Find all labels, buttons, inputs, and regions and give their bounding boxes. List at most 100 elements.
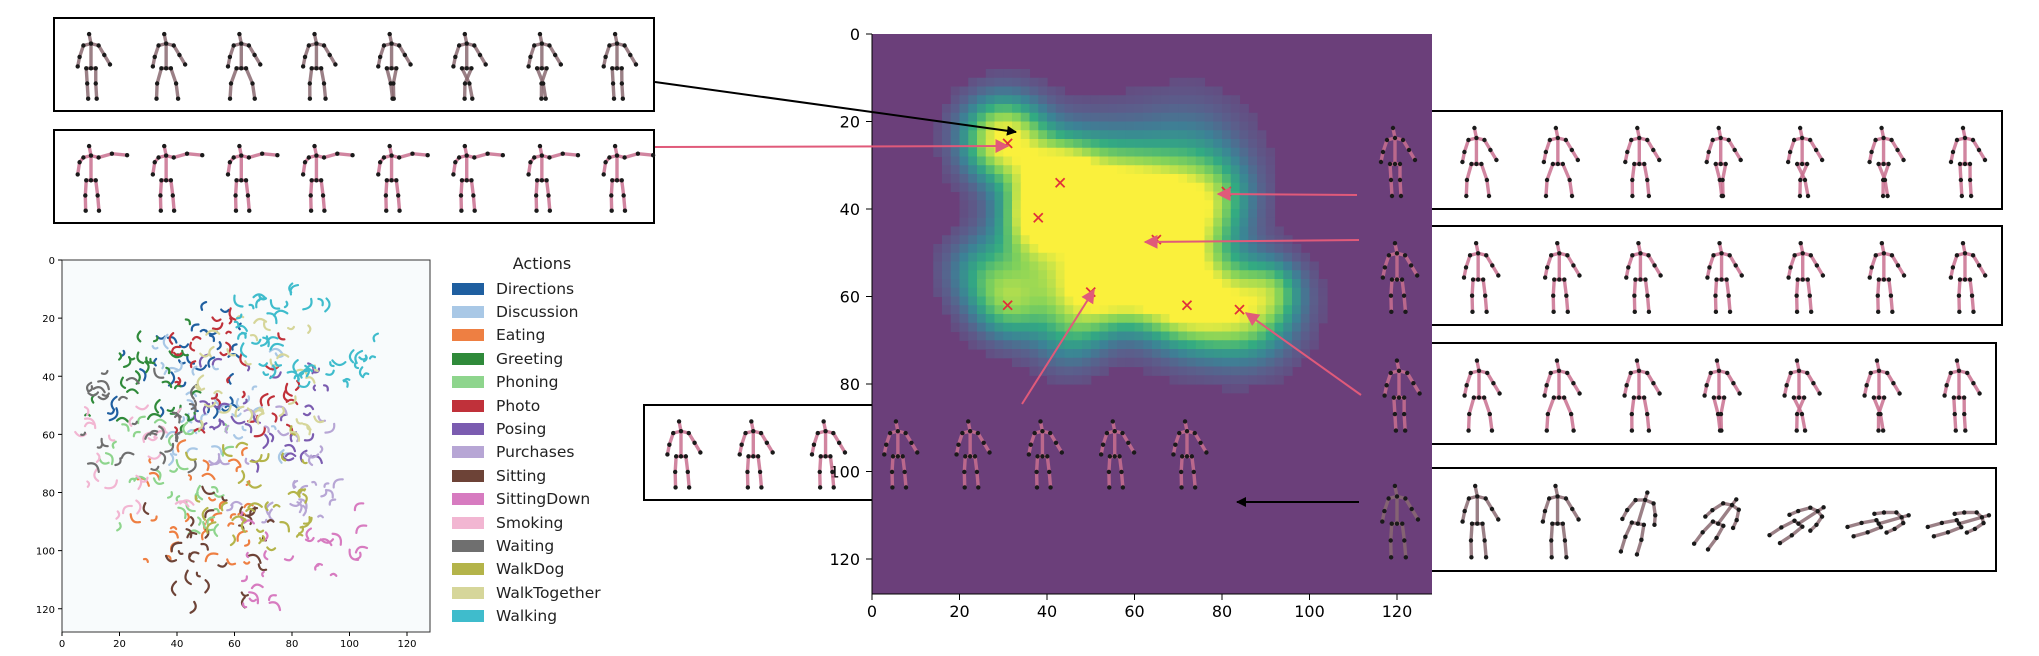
heatmap-cell	[994, 182, 1004, 193]
heatmap-cell	[1222, 322, 1232, 333]
heatmap-cell	[1204, 130, 1214, 140]
heatmap-cell	[1134, 322, 1144, 333]
heatmap-cell	[1257, 349, 1267, 359]
pose-skeleton	[1691, 497, 1741, 552]
heatmap-cell	[950, 130, 961, 140]
heatmap-cell	[950, 104, 961, 114]
heatmap-cell	[1143, 331, 1153, 341]
heatmap-cell	[1047, 322, 1057, 333]
heatmap-cell	[1178, 244, 1188, 254]
heatmap-cell	[977, 217, 987, 228]
tsne-trajectory	[229, 534, 237, 547]
tsne-trajectory	[128, 477, 137, 484]
heatmap-cell	[1099, 322, 1109, 333]
heatmap-cell	[1055, 112, 1066, 123]
heatmap-cell	[1029, 252, 1039, 263]
heatmap-cell	[1152, 331, 1162, 341]
heatmap-cell	[985, 331, 996, 341]
tsne-trajectory	[116, 522, 122, 532]
heatmap-cell	[1099, 165, 1109, 175]
heatmap-cell	[1003, 112, 1013, 123]
heatmap-cell	[1152, 261, 1162, 271]
tsne-trajectory	[292, 359, 299, 374]
tsne-trajectory	[244, 506, 256, 517]
heatmap-cell	[1038, 340, 1048, 350]
heatmap-cell	[977, 200, 987, 210]
tsne-trajectory	[173, 361, 183, 373]
heatmap-cell	[1055, 226, 1066, 236]
tsne-trajectory	[153, 418, 167, 424]
tsne-trajectory	[188, 552, 195, 563]
heatmap-cell	[1143, 95, 1153, 105]
heatmap-cell	[1283, 244, 1293, 254]
heatmap-cell	[1213, 226, 1223, 236]
tsne-trajectory	[199, 328, 209, 334]
tsne-trajectory	[204, 552, 219, 563]
tsne-trajectory	[199, 352, 211, 358]
heatmap-cell	[1003, 235, 1013, 245]
heatmap-cell	[1178, 270, 1188, 280]
heatmap-cell	[1064, 139, 1074, 149]
heatmap-cell	[1003, 86, 1013, 96]
heatmap-cell	[950, 156, 961, 166]
heatmap-cell	[1187, 104, 1197, 114]
heatmap-cell	[1090, 104, 1101, 114]
heatmap-cell	[1248, 279, 1258, 289]
heatmap-cell	[1318, 296, 1328, 306]
heatmap-cell	[1204, 226, 1214, 236]
heatmap-cell	[1195, 86, 1206, 96]
heatmap-cell	[1204, 314, 1214, 324]
heatmap-cell	[1239, 270, 1249, 280]
heatmap-cell	[1265, 226, 1276, 236]
heatmap-cell	[1204, 165, 1214, 175]
heatmap-cell	[994, 209, 1004, 219]
heatmap-cell	[1213, 174, 1223, 184]
heatmap-cell	[1248, 287, 1258, 298]
heatmap-cell	[942, 235, 952, 245]
heatmap-cell	[985, 182, 996, 193]
heatmap-cell	[1020, 261, 1031, 271]
heatmap-cell	[1012, 340, 1022, 350]
legend-label: Greeting	[496, 349, 564, 368]
tsne-trajectory	[324, 297, 331, 313]
heatmap-cell	[1195, 261, 1206, 271]
heatmap-cell	[1064, 322, 1074, 333]
heatmap-cell	[1038, 95, 1048, 105]
tsne-trajectory	[277, 332, 286, 341]
heatmap-cell	[1099, 357, 1109, 368]
pose-skeleton	[1702, 358, 1742, 433]
heatmap-cell	[942, 156, 952, 166]
heatmap-cell	[1020, 86, 1031, 96]
heatmap-cell	[1099, 314, 1109, 324]
heatmap-cell	[1012, 112, 1022, 123]
tsne-trajectory	[286, 370, 300, 381]
tsne-trajectory	[284, 443, 297, 453]
heatmap-cell	[1187, 261, 1197, 271]
heatmap-cell	[1248, 226, 1258, 236]
heatmap-cell	[1152, 296, 1162, 306]
pose-skeleton	[300, 143, 355, 213]
heatmap-cell	[1274, 226, 1284, 236]
heatmap-cell	[1187, 147, 1197, 158]
heatmap-cell	[1029, 261, 1039, 271]
tsne-trajectory	[247, 502, 263, 509]
x-tick-label: 80	[1212, 602, 1232, 621]
heatmap-cell	[1134, 279, 1144, 289]
tsne-trajectory	[329, 572, 338, 577]
heatmap-cell	[1265, 287, 1276, 298]
heatmap-cell	[1187, 191, 1197, 201]
tsne-trajectory	[289, 430, 301, 442]
heatmap-cell	[1029, 121, 1039, 131]
heatmap-cell	[1082, 95, 1092, 105]
heatmap-cell	[1012, 349, 1022, 359]
heatmap-cell	[1187, 235, 1197, 245]
heatmap-cell	[1257, 200, 1267, 210]
heatmap-cell	[1125, 252, 1136, 263]
heatmap-cell	[1152, 200, 1162, 210]
heatmap-cell	[1003, 95, 1013, 105]
heatmap-cell	[1020, 69, 1031, 79]
heatmap-cell	[1195, 296, 1206, 306]
heatmap-cell	[1117, 261, 1127, 271]
heatmap-cell	[1248, 270, 1258, 280]
heatmap-cell	[950, 270, 961, 280]
